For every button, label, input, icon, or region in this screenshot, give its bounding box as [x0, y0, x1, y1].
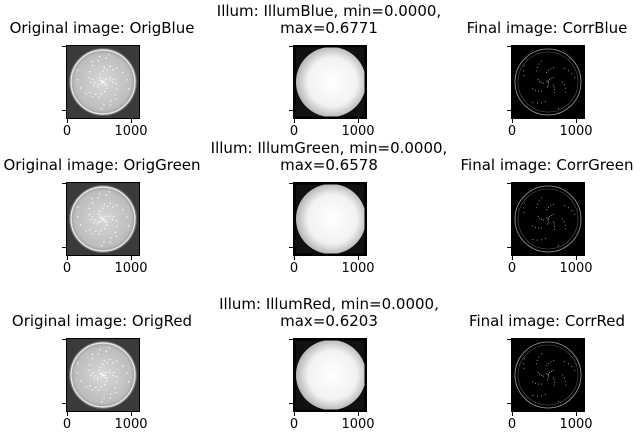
x-tick-mark: [67, 119, 68, 123]
y-tick-mark: [62, 110, 66, 111]
x-tick-label: 0: [62, 124, 72, 139]
subplot-image-original: [66, 338, 140, 412]
subplot-title-line1: Illum: IllumBlue, min=0.0000,: [216, 2, 442, 20]
y-tick-mark: [62, 183, 66, 184]
subplot-title-line1: Original image: OrigRed: [11, 312, 193, 330]
y-tick-mark: [507, 46, 511, 47]
x-tick-label: 0: [507, 261, 517, 276]
x-tick-mark: [131, 256, 132, 260]
subplot-title-line1: Original image: OrigBlue: [9, 19, 195, 37]
x-tick-label: 0: [289, 417, 299, 432]
x-tick-label: 1000: [559, 417, 593, 432]
subplot-title-line1: Original image: OrigGreen: [3, 156, 201, 174]
y-tick-mark: [289, 403, 293, 404]
x-tick-mark: [512, 412, 513, 416]
y-tick-mark: [62, 46, 66, 47]
subplot-title: Illum: IllumBlue, min=0.0000, max=0.6771: [217, 3, 441, 37]
x-tick-mark: [294, 256, 295, 260]
x-tick-label: 0: [289, 261, 299, 276]
subplot-title: Final image: CorrGreen: [460, 157, 633, 174]
y-tick-mark: [289, 46, 293, 47]
subplot-image-illum: [293, 182, 367, 256]
x-tick-mark: [358, 412, 359, 416]
y-tick-mark: [62, 339, 66, 340]
y-tick-mark: [507, 403, 511, 404]
x-tick-mark: [576, 119, 577, 123]
subplot-image-corrected: [511, 338, 585, 412]
x-tick-mark: [294, 119, 295, 123]
x-tick-label: 0: [62, 417, 72, 432]
x-tick-mark: [294, 412, 295, 416]
subplot-title-line1: Final image: CorrGreen: [460, 156, 634, 174]
x-tick-label: 1000: [114, 261, 148, 276]
x-tick-mark: [358, 256, 359, 260]
x-tick-label: 1000: [341, 261, 375, 276]
subplot-title-line2: max=0.6203: [280, 312, 378, 330]
subplot-title-line1: Final image: CorrBlue: [466, 19, 628, 37]
x-tick-mark: [67, 412, 68, 416]
subplot-image-illum: [293, 45, 367, 119]
subplot-title: Final image: CorrRed: [469, 313, 625, 330]
x-tick-label: 1000: [559, 124, 593, 139]
y-tick-mark: [507, 247, 511, 248]
x-tick-mark: [131, 119, 132, 123]
x-tick-mark: [576, 412, 577, 416]
y-tick-mark: [289, 339, 293, 340]
x-tick-label: 1000: [114, 417, 148, 432]
subplot-image-corrected: [511, 182, 585, 256]
subplot-title: Original image: OrigBlue: [10, 20, 195, 37]
x-tick-mark: [67, 256, 68, 260]
x-tick-label: 0: [62, 261, 72, 276]
x-tick-label: 0: [507, 417, 517, 432]
subplot-title-line2: max=0.6578: [280, 156, 378, 174]
y-tick-mark: [289, 183, 293, 184]
x-tick-label: 1000: [341, 124, 375, 139]
x-tick-mark: [512, 256, 513, 260]
subplot-title: Original image: OrigGreen: [3, 157, 200, 174]
y-tick-mark: [62, 247, 66, 248]
x-tick-mark: [576, 256, 577, 260]
subplot-title-line1: Illum: IllumRed, min=0.0000,: [219, 295, 439, 313]
subplot-image-original: [66, 45, 140, 119]
subplot-image-original: [66, 182, 140, 256]
subplot-title-line1: Final image: CorrRed: [468, 312, 626, 330]
x-tick-mark: [358, 119, 359, 123]
x-tick-label: 0: [289, 124, 299, 139]
y-tick-mark: [507, 110, 511, 111]
subplot-title: Final image: CorrBlue: [467, 20, 628, 37]
y-tick-mark: [289, 110, 293, 111]
subplot-title: Illum: IllumRed, min=0.0000, max=0.6203: [219, 296, 439, 330]
subplot-image-corrected: [511, 45, 585, 119]
y-tick-mark: [507, 339, 511, 340]
subplot-image-illum: [293, 338, 367, 412]
subplot-title-line2: max=0.6771: [280, 19, 378, 37]
x-tick-label: 1000: [559, 261, 593, 276]
x-tick-mark: [512, 119, 513, 123]
x-tick-label: 1000: [114, 124, 148, 139]
subplot-title-line1: Illum: IllumGreen, min=0.0000,: [210, 139, 448, 157]
x-tick-label: 0: [507, 124, 517, 139]
y-tick-mark: [289, 247, 293, 248]
subplot-title: Illum: IllumGreen, min=0.0000, max=0.6578: [211, 140, 448, 174]
y-tick-mark: [507, 183, 511, 184]
x-tick-label: 1000: [341, 417, 375, 432]
subplot-title: Original image: OrigRed: [12, 313, 192, 330]
y-tick-mark: [62, 403, 66, 404]
x-tick-mark: [131, 412, 132, 416]
